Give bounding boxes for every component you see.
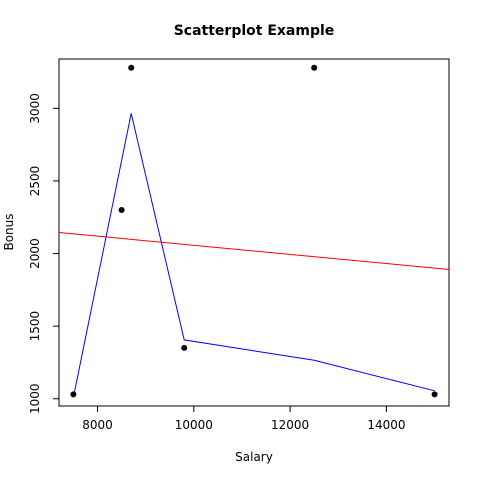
data-point-4 <box>181 344 188 351</box>
fit-line-2 <box>72 113 435 398</box>
fit-line-1 <box>58 232 450 270</box>
data-point-3 <box>128 64 135 71</box>
y-axis: 1000 1500 2000 2500 3000 <box>28 93 59 414</box>
y-tick-label: 1000 <box>28 383 42 414</box>
x-tick-label: 12000 <box>271 418 309 432</box>
data-point-1 <box>70 391 77 398</box>
data-point-2 <box>118 207 125 213</box>
x-axis-label: Salary <box>235 450 273 464</box>
x-axis: 8000 10000 12000 14000 <box>82 406 406 432</box>
chart-title: Scatterplot Example <box>174 23 335 39</box>
x-tick-label: 8000 <box>82 418 113 432</box>
y-tick-label: 2000 <box>28 238 42 269</box>
plot-frame <box>58 58 450 407</box>
data-point-6 <box>431 391 438 398</box>
x-tick-label: 10000 <box>175 418 213 432</box>
data-point-5 <box>311 64 318 71</box>
y-axis-label: Bonus <box>2 213 16 250</box>
data-points <box>70 64 438 398</box>
y-tick-label: 2500 <box>28 166 42 197</box>
y-tick-label: 3000 <box>28 93 42 124</box>
x-tick-label: 14000 <box>367 418 405 432</box>
fit-lines <box>58 113 450 398</box>
y-tick-label: 1500 <box>28 311 42 342</box>
